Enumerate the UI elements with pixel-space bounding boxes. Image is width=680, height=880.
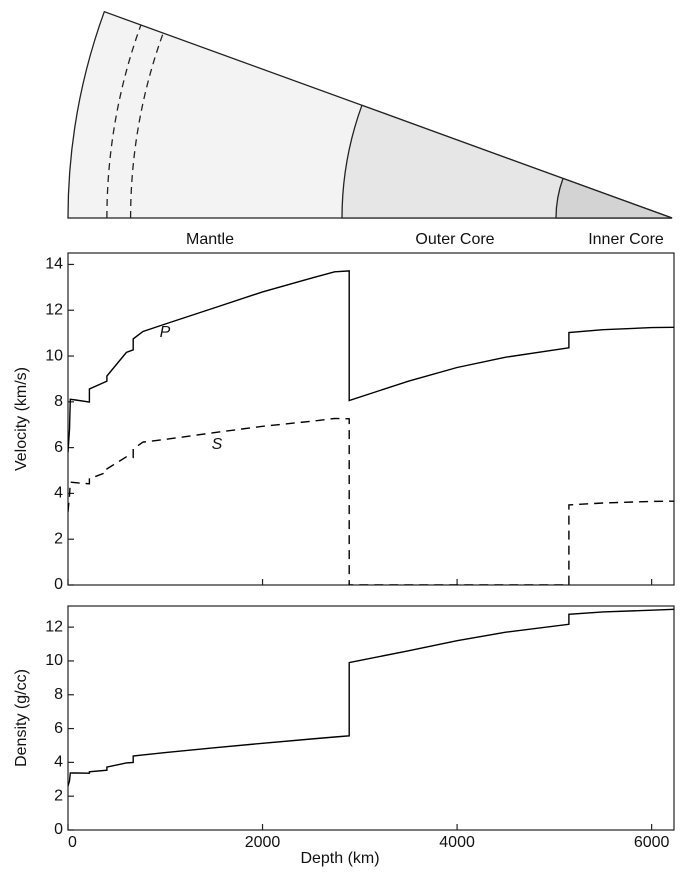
data-line	[68, 271, 680, 452]
y-axis-title: Velocity (km/s)	[13, 367, 30, 471]
y-tick-label: 6	[54, 439, 63, 456]
region-label: Mantle	[186, 231, 234, 248]
x-tick-label: 4000	[439, 834, 475, 851]
inner-core-region	[556, 178, 672, 218]
x-tick-label: 6000	[634, 834, 670, 851]
y-tick-label: 14	[45, 256, 63, 273]
region-label: Inner Core	[588, 231, 664, 248]
x-tick-label: 2000	[245, 834, 281, 851]
x-axis-title: Depth (km)	[300, 850, 379, 867]
x-tick-label: 0	[68, 834, 77, 851]
plot-frame	[68, 253, 674, 585]
y-tick-label: 4	[54, 754, 63, 771]
plot-area	[68, 609, 680, 786]
y-tick-label: 2	[54, 787, 63, 804]
series-label: S	[212, 436, 223, 453]
region-label: Outer Core	[415, 231, 494, 248]
y-tick-label: 10	[45, 652, 63, 669]
y-axis-title: Density (g/cc)	[13, 669, 30, 767]
y-tick-label: 2	[54, 530, 63, 547]
earth-wedge: Mantle Outer Core Inner Core	[68, 12, 672, 249]
y-tick-label: 12	[45, 618, 63, 635]
page: Mantle Outer Core Inner Core 0 2 4 6 8 10 12 14…	[0, 0, 680, 875]
y-tick-label: 4	[54, 485, 63, 502]
y-tick-label: 8	[54, 686, 63, 703]
data-line	[68, 609, 680, 786]
y-tick-label: 10	[45, 347, 63, 364]
y-tick-label: 12	[45, 301, 63, 318]
y-tick-label: 8	[54, 393, 63, 410]
data-line	[68, 419, 680, 586]
y-tick-label: 0	[54, 821, 63, 838]
series-label: P	[160, 324, 171, 341]
y-tick-label: 0	[54, 576, 63, 593]
plot-area	[68, 271, 680, 585]
plot-frame	[68, 606, 674, 830]
y-tick-label: 6	[54, 720, 63, 737]
